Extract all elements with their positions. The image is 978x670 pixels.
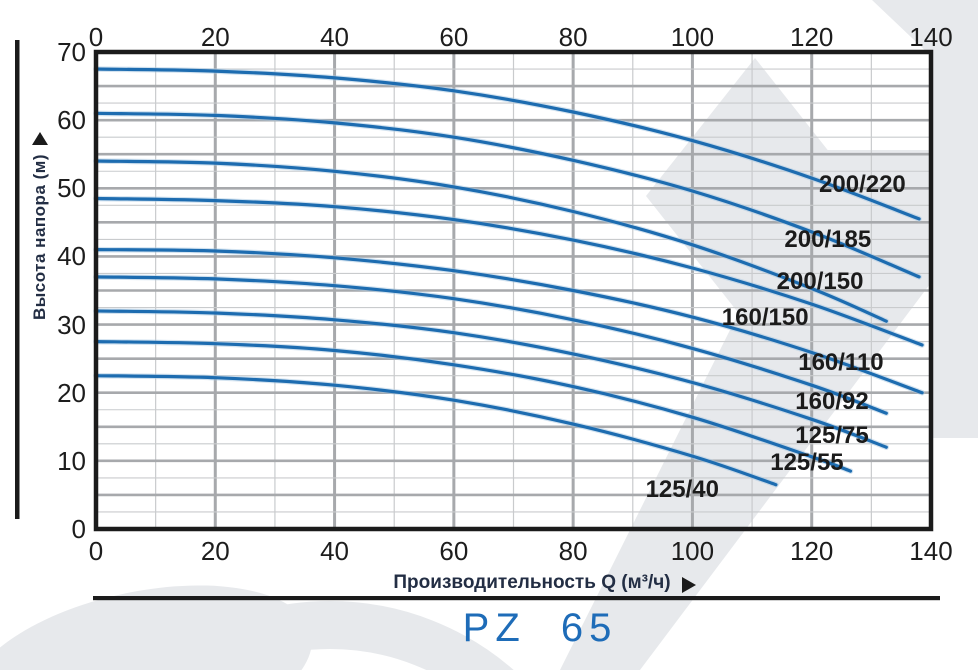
- y-axis-tick-20: 20: [57, 377, 86, 408]
- x-axis-tick-top-60: 60: [439, 22, 469, 52]
- pump-curve-200-150: [94, 159, 888, 323]
- x-axis-arrow-right-icon: [682, 577, 696, 593]
- pump-curve-160-110: [94, 248, 924, 395]
- x-axis-tick-bottom-60: 60: [439, 536, 469, 566]
- pump-curve-160-150: [94, 196, 924, 347]
- x-axis-tick-top-100: 100: [670, 22, 715, 52]
- curve-label-125-55: 125/55: [770, 448, 844, 476]
- watermark-shape: [146, 601, 514, 670]
- x-axis-tick-top-80: 80: [558, 22, 588, 52]
- model-title: PZ 65: [462, 606, 618, 650]
- x-axis-tick-bottom-40: 40: [320, 536, 350, 566]
- y-axis-tick-60: 60: [57, 105, 86, 136]
- plot-frame: [93, 49, 934, 532]
- x-axis-tick-top-0: 0: [88, 22, 104, 52]
- pump-curve-125-55: [94, 340, 853, 473]
- y-axis-tick-50: 50: [57, 173, 86, 204]
- pump-curve-160-92: [94, 275, 888, 415]
- y-axis-tick-30: 30: [57, 309, 86, 340]
- y-axis-tick-70: 70: [57, 37, 86, 67]
- footer-divider: [93, 596, 940, 601]
- x-axis-tick-bottom-80: 80: [558, 536, 588, 566]
- x-axis-tick-bottom-140: 140: [909, 536, 953, 566]
- curve-label-200-150: 200/150: [776, 267, 864, 295]
- x-axis-tick-bottom-120: 120: [790, 536, 834, 566]
- curve-label-125-40: 125/40: [645, 476, 719, 504]
- y-axis-tick-10: 10: [57, 445, 86, 476]
- x-axis-tick-bottom-0: 0: [88, 536, 104, 566]
- x-axis-tick-top-120: 120: [790, 22, 834, 52]
- watermark-shape: [872, 0, 978, 438]
- x-axis-tick-top-40: 40: [320, 22, 350, 52]
- x-axis-tick-top-20: 20: [200, 22, 230, 52]
- y-axis-title: Высота напора (м): [30, 153, 49, 321]
- y-axis-arrow-up-icon: [32, 132, 48, 145]
- curve-label-200-185: 200/185: [784, 226, 872, 254]
- pump-curve-125-40: [94, 374, 778, 487]
- pump-curve-200-220: [94, 67, 921, 221]
- x-axis-tick-bottom-100: 100: [670, 536, 715, 566]
- curve-label-200-220: 200/220: [819, 170, 906, 198]
- y-axis-tick-40: 40: [57, 241, 86, 272]
- x-axis-tick-top-140: 140: [909, 22, 953, 52]
- x-axis-title: Производительность Q (м³/ч): [393, 572, 671, 593]
- curve-label-125-75: 125/75: [795, 421, 869, 449]
- curve-label-160-92: 160/92: [795, 388, 869, 416]
- y-axis-side-bar: [15, 40, 20, 519]
- y-axis-tick-0: 0: [71, 514, 86, 544]
- pump-curve-200-185: [94, 111, 921, 279]
- pump-curve-125-75: [94, 309, 888, 449]
- x-axis-tick-bottom-20: 20: [200, 536, 230, 566]
- curve-label-160-150: 160/150: [721, 303, 809, 331]
- curve-label-160-110: 160/110: [798, 348, 884, 376]
